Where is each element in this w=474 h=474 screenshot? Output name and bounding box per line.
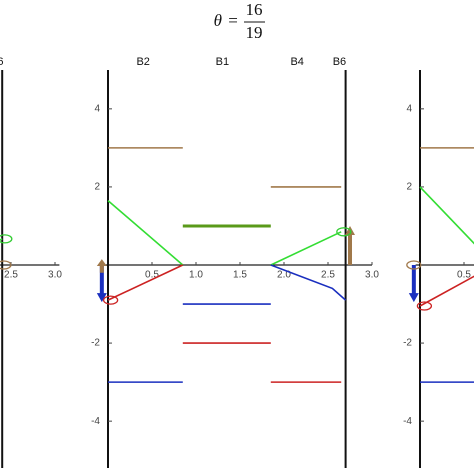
arrow — [96, 265, 107, 303]
title: θ = 16 19 — [214, 0, 265, 42]
arrow — [408, 265, 419, 303]
y-tick-label: -2 — [403, 338, 412, 349]
ellipse-marker — [336, 227, 352, 237]
y-tick-label: 2 — [94, 182, 100, 193]
x-tick-label: 3.0 — [365, 270, 379, 281]
ellipse-marker — [0, 260, 12, 270]
x-tick-label: 2.5 — [4, 270, 18, 281]
y-tick-label: 2 — [406, 182, 412, 193]
segment — [419, 186, 474, 245]
panel: 0.5 1.0 1.5 2.0 2.5 3.0 -4 -2 2 4 B2 B1 B4 B6 — [91, 56, 379, 468]
segment — [419, 275, 474, 307]
y-tick-label: 4 — [94, 103, 100, 114]
segment — [107, 199, 184, 266]
ellipse-marker — [102, 295, 119, 305]
x-tick-label: 0.5 — [457, 270, 471, 281]
band-label: B1 — [216, 56, 229, 68]
title-denominator: 19 — [246, 23, 263, 42]
title-numerator: 16 — [246, 0, 263, 19]
band-label: B4 — [290, 56, 303, 68]
x-tick-label: 0.5 — [145, 270, 159, 281]
segment — [270, 264, 347, 301]
y-tick-label: 4 — [406, 103, 412, 114]
arrow — [96, 259, 107, 273]
title-symbol: θ — [214, 11, 222, 30]
y-tick-label: -4 — [91, 416, 100, 427]
y-tick-label: -4 — [403, 416, 412, 427]
arrow — [345, 225, 355, 265]
segment — [107, 264, 184, 301]
band-label: B6 — [333, 56, 346, 68]
x-tick-label: 2.0 — [277, 270, 291, 281]
x-tick-label: 1.0 — [189, 270, 203, 281]
ellipse-marker — [416, 301, 433, 311]
y-tick-label: -2 — [91, 338, 100, 349]
band-label: B2 — [136, 56, 149, 68]
segment — [270, 231, 342, 266]
ellipse-marker — [0, 234, 13, 244]
band-label: 6 — [0, 56, 4, 68]
ellipse-marker — [406, 260, 422, 270]
title-equals: = — [228, 11, 238, 30]
panel: 0.5 -4 -2 2 4 — [403, 70, 474, 468]
panel: 2.5 3.0 6 — [0, 56, 62, 468]
x-tick-label: 1.5 — [233, 270, 247, 281]
x-tick-label: 2.5 — [321, 270, 335, 281]
x-tick-label: 3.0 — [48, 270, 62, 281]
